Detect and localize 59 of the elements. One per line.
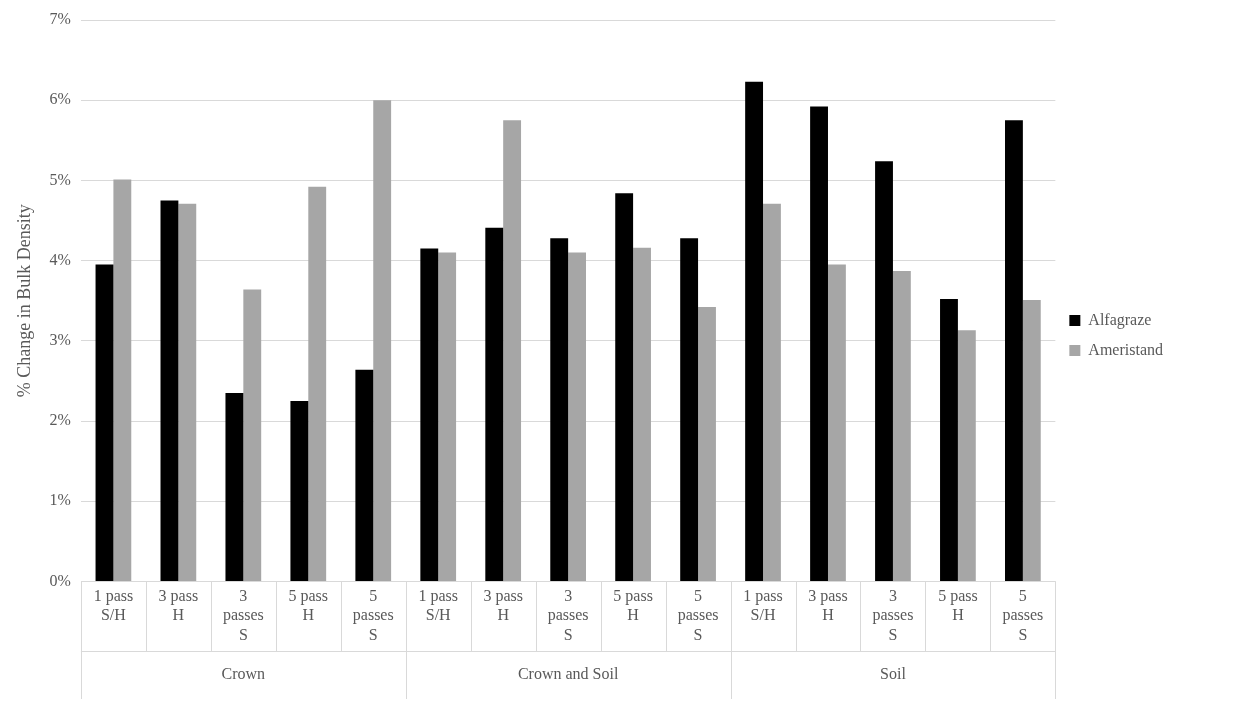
bar bbox=[745, 81, 764, 581]
bar bbox=[113, 179, 132, 581]
bar bbox=[615, 193, 634, 581]
x-tick-label: 1 pass S/H bbox=[743, 587, 783, 624]
x-tick-label: 5 pass H bbox=[938, 587, 978, 624]
bar bbox=[420, 248, 439, 581]
y-tick-label: 5% bbox=[49, 170, 71, 188]
y-tick-label: 0% bbox=[49, 571, 71, 589]
bar bbox=[243, 289, 262, 581]
x-tick-label: 3 pass H bbox=[483, 587, 523, 624]
bar bbox=[680, 238, 699, 581]
bar bbox=[568, 252, 586, 581]
bar bbox=[503, 120, 522, 581]
bar bbox=[633, 247, 651, 581]
x-tick-label: 5 passes S bbox=[1002, 587, 1044, 643]
bar bbox=[95, 264, 114, 581]
bar bbox=[485, 227, 504, 581]
bar bbox=[438, 252, 457, 581]
x-tick-label: 5 passes S bbox=[677, 587, 719, 643]
y-tick-label: 6% bbox=[49, 90, 71, 108]
x-tick-label: 3 pass H bbox=[808, 587, 848, 624]
bar bbox=[827, 264, 846, 581]
y-tick-label: 2% bbox=[49, 411, 71, 429]
text: Soil bbox=[880, 665, 907, 683]
y-axis-title: % Change in Bulk Density bbox=[13, 204, 34, 398]
y-tick-label: 3% bbox=[49, 331, 71, 348]
bar bbox=[1022, 299, 1041, 581]
x-tick-label: 3 passes S bbox=[872, 587, 914, 643]
bar bbox=[763, 203, 781, 581]
bar bbox=[355, 369, 374, 581]
x-tick-label: 3 passes S bbox=[547, 587, 589, 643]
y-tick-label: 4% bbox=[49, 250, 71, 268]
bar bbox=[373, 100, 392, 581]
bar bbox=[875, 161, 893, 581]
x-tick-label: 3 pass H bbox=[158, 587, 199, 624]
x-tick-label: 5 pass H bbox=[613, 587, 653, 624]
y-tick-label: 1% bbox=[49, 491, 71, 509]
x-tick-label: 3 passes S bbox=[222, 587, 264, 643]
bar bbox=[225, 392, 244, 581]
legend-label: Alfagraze bbox=[1088, 310, 1152, 329]
x-tick-label: 5 pass H bbox=[288, 587, 329, 624]
x-tick-label: 5 passes S bbox=[352, 587, 394, 643]
bar bbox=[290, 400, 309, 581]
text: Crown bbox=[221, 665, 266, 683]
bar bbox=[892, 271, 911, 581]
y-tick-label: 7% bbox=[49, 10, 71, 28]
bar bbox=[810, 106, 828, 581]
bar bbox=[698, 307, 716, 581]
bar bbox=[308, 186, 327, 581]
bar bbox=[550, 238, 569, 581]
x-tick-label: 1 pass S/H bbox=[93, 587, 134, 624]
bar bbox=[940, 299, 958, 581]
bar bbox=[178, 203, 197, 581]
legend-label: Ameristand bbox=[1088, 340, 1164, 358]
x-tick-label: 1 pass S/H bbox=[418, 587, 458, 624]
bar bbox=[1005, 120, 1023, 581]
text: Crown and Soil bbox=[517, 665, 619, 683]
bar bbox=[160, 200, 179, 581]
bar bbox=[957, 330, 976, 581]
